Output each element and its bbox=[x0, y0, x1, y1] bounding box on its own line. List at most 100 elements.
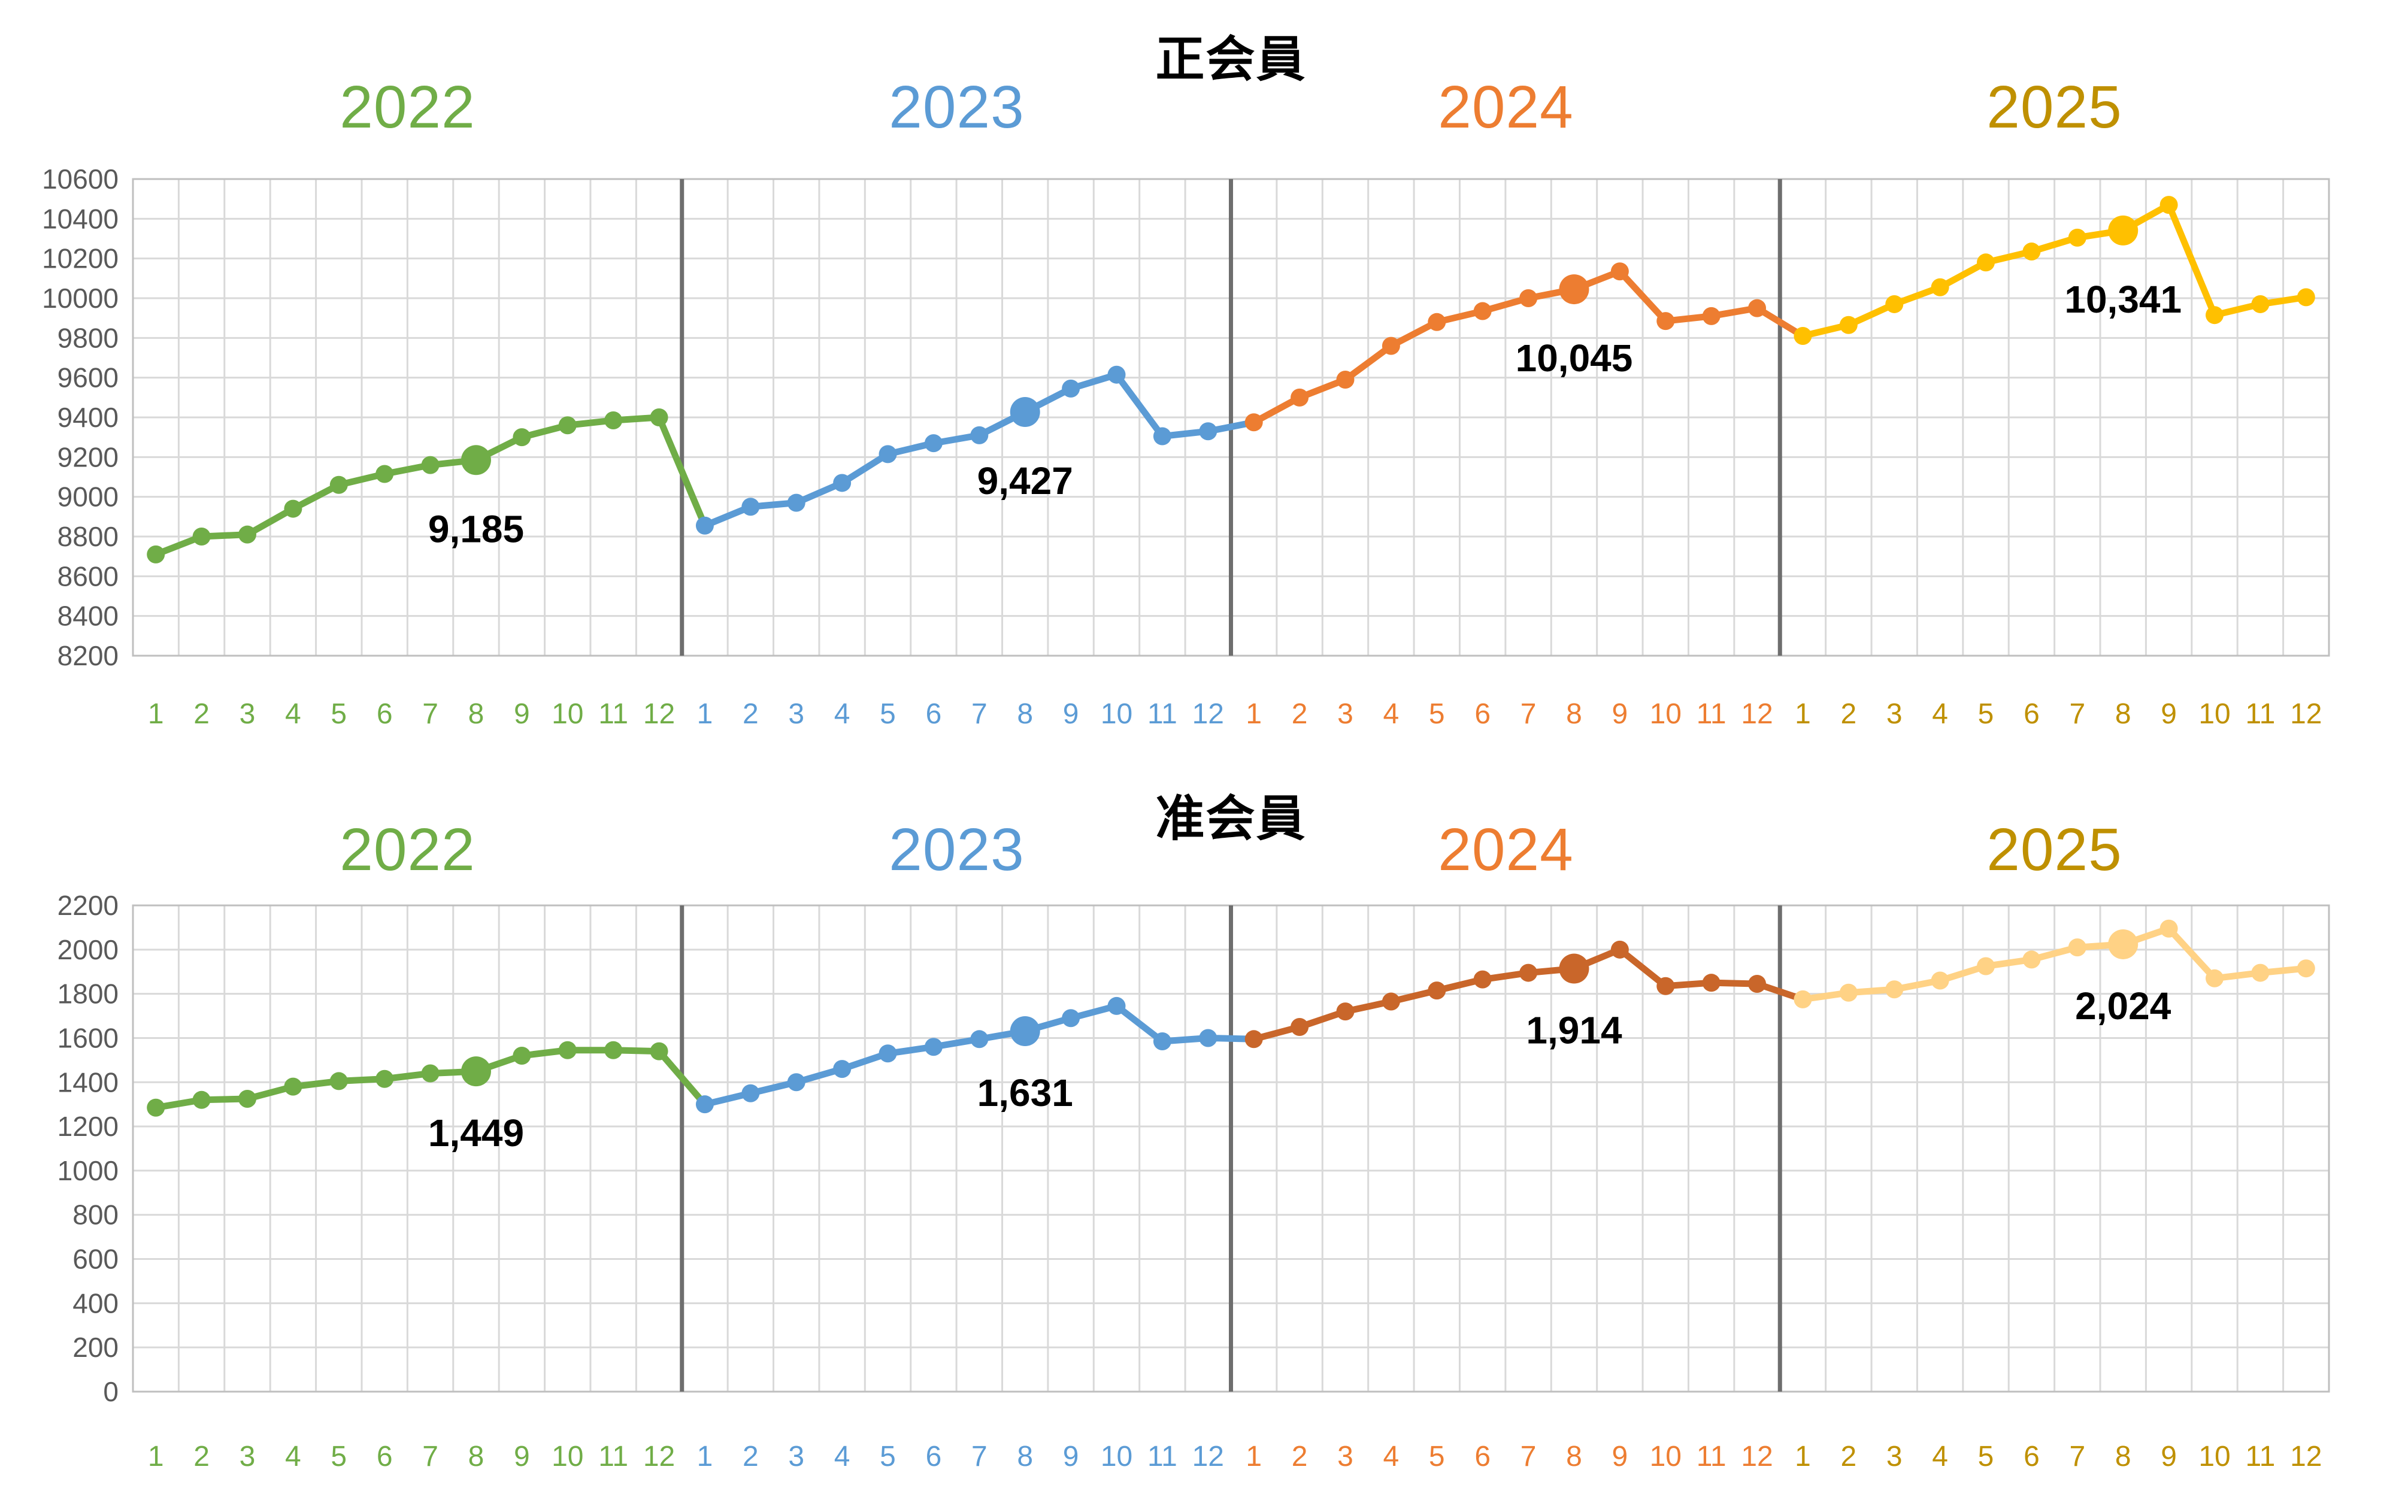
svg-text:11: 11 bbox=[598, 1441, 628, 1472]
data-point-2023-m10 bbox=[1107, 365, 1126, 384]
data-point-2025-m4 bbox=[1931, 278, 1949, 296]
svg-text:2: 2 bbox=[193, 698, 210, 730]
data-point-2022-m6 bbox=[375, 465, 394, 483]
svg-text:10: 10 bbox=[552, 1441, 583, 1472]
annotation-2025: 10,341 bbox=[2064, 278, 2182, 321]
data-point-2022-m3 bbox=[238, 1089, 256, 1108]
data-point-2023-m1 bbox=[695, 516, 714, 535]
series-markers-2023 bbox=[695, 996, 1217, 1114]
data-point-2022-m5 bbox=[329, 1072, 348, 1090]
svg-text:800: 800 bbox=[72, 1199, 119, 1231]
svg-text:5: 5 bbox=[331, 698, 347, 730]
svg-text:1000: 1000 bbox=[57, 1155, 119, 1186]
svg-text:9400: 9400 bbox=[57, 402, 119, 433]
svg-text:12: 12 bbox=[643, 1441, 675, 1472]
data-point-2022-m5 bbox=[329, 475, 348, 494]
month-labels-2023: 1 2 3 4 5 6 7 8 9 10 11 12 bbox=[697, 1441, 1224, 1472]
svg-text:6: 6 bbox=[1474, 698, 1491, 730]
svg-text:2: 2 bbox=[1292, 698, 1308, 730]
data-point-2023-m4 bbox=[833, 1060, 852, 1078]
annotation-2025: 2,024 bbox=[2075, 984, 2171, 1028]
svg-text:7: 7 bbox=[971, 698, 988, 730]
chart-regular: 8200 8400 8600 8800 9000 9200 9400 9600 9800 1000… bbox=[42, 163, 2330, 730]
data-point-2025-m3 bbox=[1885, 980, 1904, 999]
svg-text:10000: 10000 bbox=[42, 283, 119, 314]
data-point-2022-m2 bbox=[192, 1090, 211, 1109]
data-point-2023-m1 bbox=[695, 1095, 714, 1114]
data-point-2022-m6 bbox=[375, 1069, 394, 1088]
svg-text:10: 10 bbox=[1650, 1441, 1682, 1472]
data-point-2023-m7 bbox=[970, 1030, 989, 1049]
data-point-2025-m12 bbox=[2297, 288, 2315, 307]
series-line-2023 bbox=[701, 371, 1258, 529]
data-point-2023-m4 bbox=[833, 474, 852, 492]
svg-text:3: 3 bbox=[240, 1441, 256, 1472]
data-point-2023-m6 bbox=[924, 1038, 943, 1056]
data-point-2023-m11 bbox=[1153, 1032, 1171, 1050]
data-point-2022-m7 bbox=[421, 456, 440, 474]
svg-text:5: 5 bbox=[1978, 1441, 1994, 1472]
data-point-2024-m6 bbox=[1473, 970, 1492, 989]
svg-text:5: 5 bbox=[880, 1441, 896, 1472]
svg-text:8200: 8200 bbox=[57, 640, 119, 671]
svg-text:1200: 1200 bbox=[57, 1111, 119, 1142]
annotations: 9,185 9,427 10,045 10,341 bbox=[428, 278, 2182, 550]
data-point-2022-m8 bbox=[461, 445, 491, 475]
svg-text:4: 4 bbox=[1932, 698, 1948, 730]
svg-text:6: 6 bbox=[1474, 1441, 1491, 1472]
svg-text:11: 11 bbox=[1147, 1441, 1177, 1472]
svg-text:10: 10 bbox=[2198, 1441, 2230, 1472]
data-point-2024-m2 bbox=[1291, 388, 1309, 407]
data-point-2024-m3 bbox=[1336, 1002, 1355, 1021]
data-point-2022-m1 bbox=[147, 545, 165, 563]
data-point-2025-m11 bbox=[2251, 963, 2270, 982]
data-point-2022-m12 bbox=[650, 408, 668, 426]
svg-text:8400: 8400 bbox=[57, 601, 119, 632]
data-point-2024-m2 bbox=[1291, 1018, 1309, 1036]
svg-text:4: 4 bbox=[834, 1441, 850, 1472]
data-point-2023-m8 bbox=[1010, 1016, 1040, 1047]
data-point-2024-m10 bbox=[1656, 977, 1675, 995]
data-point-2024-m11 bbox=[1702, 974, 1721, 992]
data-point-2025-m1 bbox=[1794, 327, 1812, 346]
data-point-2023-m9 bbox=[1062, 1009, 1080, 1028]
svg-text:9200: 9200 bbox=[57, 441, 119, 472]
data-point-2024-m6 bbox=[1473, 302, 1492, 320]
svg-text:4: 4 bbox=[285, 698, 301, 730]
svg-text:6: 6 bbox=[2024, 698, 2040, 730]
svg-text:10400: 10400 bbox=[42, 203, 119, 234]
data-point-2023-m5 bbox=[879, 1044, 897, 1063]
svg-text:11: 11 bbox=[1147, 698, 1177, 730]
data-point-2024-m3 bbox=[1336, 370, 1355, 389]
svg-text:9: 9 bbox=[514, 698, 530, 730]
svg-text:3: 3 bbox=[788, 1441, 804, 1472]
data-point-2024-m1 bbox=[1244, 1030, 1263, 1049]
svg-text:1400: 1400 bbox=[57, 1066, 119, 1098]
svg-text:12: 12 bbox=[2290, 698, 2322, 730]
month-labels-2022: 1 2 3 4 5 6 7 8 9 10 11 12 bbox=[148, 698, 675, 730]
annotations: 1,449 1,631 1,914 2,024 bbox=[428, 984, 2171, 1155]
year-separators bbox=[680, 179, 1782, 656]
data-point-2023-m8 bbox=[1010, 397, 1040, 428]
svg-text:9: 9 bbox=[1063, 1441, 1079, 1472]
data-point-2023-m7 bbox=[970, 426, 989, 444]
svg-text:11: 11 bbox=[1697, 1441, 1727, 1472]
data-point-2025-m8 bbox=[2108, 215, 2139, 246]
annotation-2023: 1,631 bbox=[977, 1071, 1073, 1114]
svg-text:8800: 8800 bbox=[57, 521, 119, 552]
svg-text:11: 11 bbox=[1697, 698, 1727, 730]
series-markers-2023 bbox=[695, 365, 1217, 535]
series-markers-2025 bbox=[1794, 919, 2315, 1008]
data-point-2022-m11 bbox=[604, 1041, 623, 1059]
data-point-2023-m2 bbox=[741, 1084, 760, 1102]
month-labels-2023: 1 2 3 4 5 6 7 8 9 10 11 12 bbox=[697, 698, 1224, 730]
data-point-2024-m12 bbox=[1748, 299, 1767, 317]
svg-text:6: 6 bbox=[926, 1441, 942, 1472]
series-markers-2024 bbox=[1244, 262, 1767, 432]
data-point-2024-m5 bbox=[1428, 981, 1446, 1000]
annotation-2022: 1,449 bbox=[428, 1111, 524, 1155]
svg-text:7: 7 bbox=[422, 698, 438, 730]
svg-text:10: 10 bbox=[2198, 698, 2230, 730]
data-point-2024-m4 bbox=[1382, 337, 1400, 355]
data-point-2023-m3 bbox=[787, 1073, 805, 1092]
